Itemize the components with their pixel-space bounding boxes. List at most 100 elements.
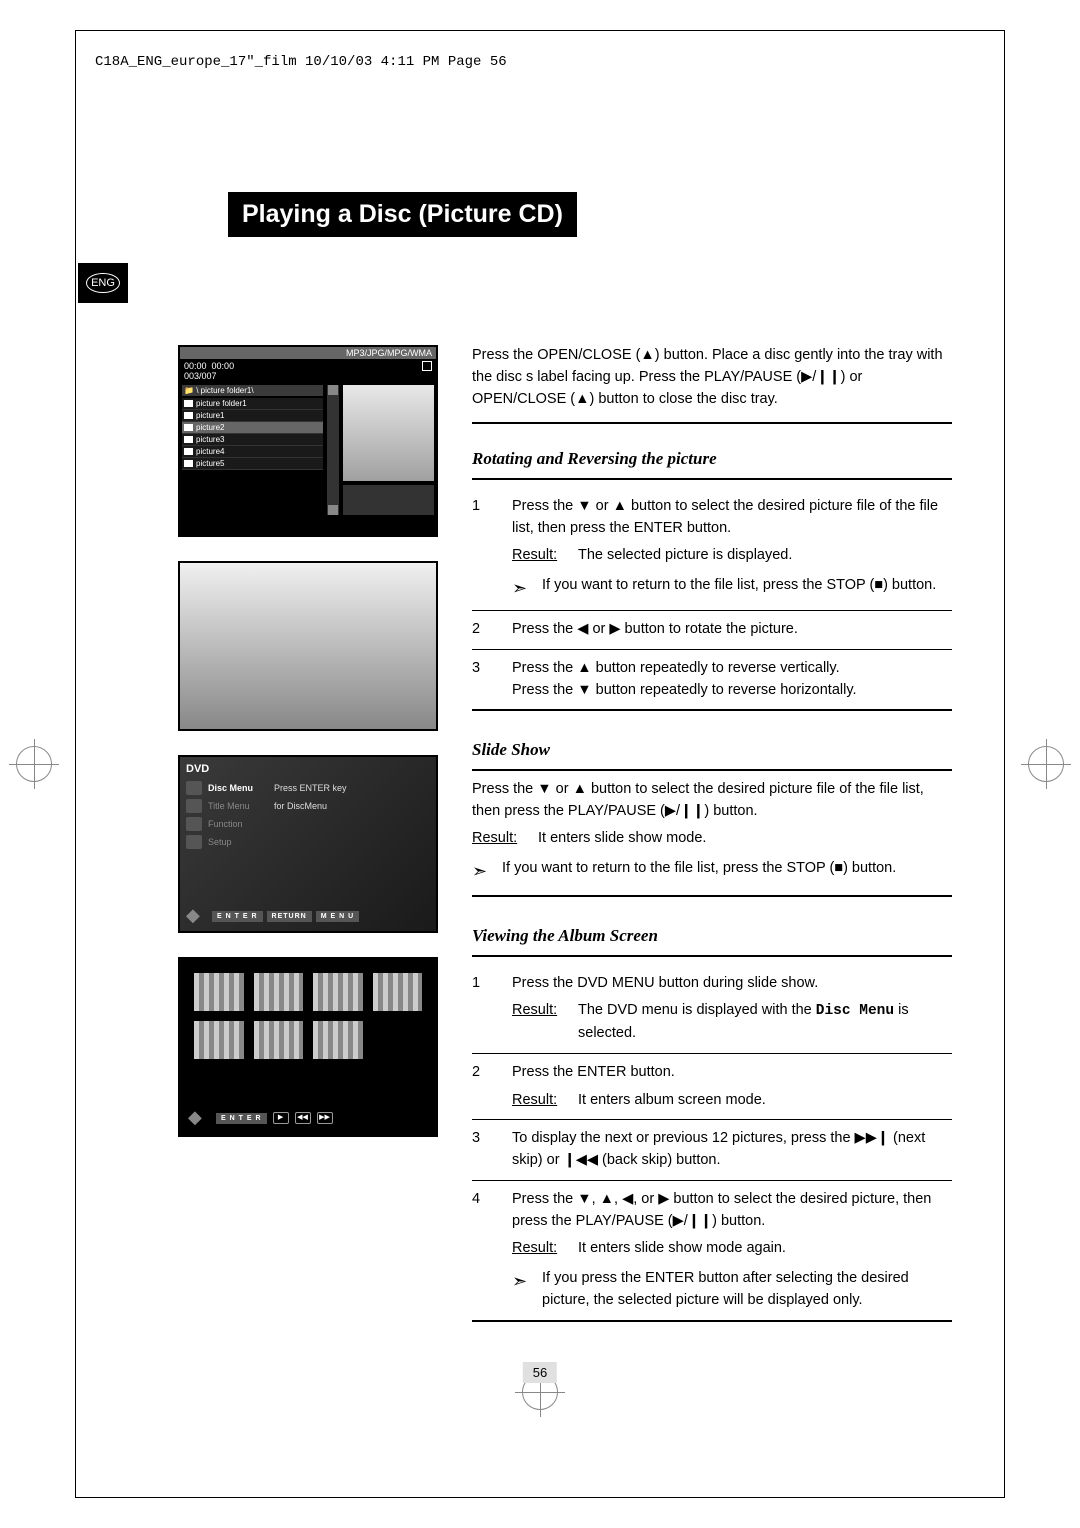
sc1-path: 📁 \ picture folder1\: [182, 385, 323, 396]
screenshot-album-grid: E N T E R ▶ ◀◀ ▶▶: [178, 957, 438, 1137]
note-text: If you want to return to the file list, …: [542, 575, 936, 597]
registration-mark-right: [1028, 746, 1064, 782]
screenshot-file-browser: MP3/JPG/MPG/WMA 00:00 00:00003/007 📁 \ p…: [178, 345, 438, 537]
note-text: If you press the ENTER button after sele…: [542, 1268, 952, 1312]
step-text: Press the ◀ or ▶ button to rotate the pi…: [512, 619, 952, 641]
result-text: It enters album screen mode.: [578, 1090, 766, 1112]
step-text: Press the ▼, ▲, ◀, or ▶ button to select…: [512, 1189, 952, 1233]
step-1: 1 Press the ▼ or ▲ button to select the …: [472, 488, 952, 611]
sc1-preview-bar: [343, 485, 434, 515]
enter-button-label: E N T E R: [216, 1113, 267, 1124]
step-number: 1: [472, 973, 490, 1045]
step-1: 1 Press the DVD MENU button during slide…: [472, 965, 952, 1054]
step-2: 2 Press the ◀ or ▶ button to rotate the …: [472, 611, 952, 650]
step-3: 3 Press the ▲ button repeatedly to rever…: [472, 650, 952, 712]
scroll-up-icon: [328, 385, 338, 395]
thumbnail-grid: [188, 967, 428, 1065]
screenshot-picture-display: [178, 561, 438, 731]
sc3-footer: E N T E R RETURN M E N U: [186, 905, 430, 927]
right-column: Press the OPEN/CLOSE (▲) button. Place a…: [472, 345, 952, 1348]
section-slideshow: Slide Show Press the ▼ or ▲ button to se…: [472, 737, 952, 897]
thumbnail: [254, 1021, 304, 1059]
section-title-slideshow: Slide Show: [472, 737, 952, 763]
thumbnail: [373, 973, 423, 1011]
step-number: 3: [472, 658, 490, 702]
result-text: It enters slide show mode again.: [578, 1238, 786, 1260]
result-label: Result:: [472, 828, 528, 850]
thumbnail: [194, 1021, 244, 1059]
return-button-label: RETURN: [267, 911, 312, 922]
nav-diamond-icon: [188, 1107, 210, 1129]
thumbnail: [313, 1021, 363, 1059]
left-column: MP3/JPG/MPG/WMA 00:00 00:00003/007 📁 \ p…: [178, 345, 438, 1161]
screenshot-dvd-menu: DVD Disc MenuPress ENTER keyTitle Menufo…: [178, 755, 438, 933]
stop-icon: [422, 361, 432, 371]
section-album: Viewing the Album Screen 1 Press the DVD…: [472, 923, 952, 1322]
step-number: 3: [472, 1128, 490, 1172]
sc1-file-list: picture folder1picture1picture2picture3p…: [182, 398, 323, 470]
next-skip-icon: ▶▶: [317, 1112, 333, 1124]
dvd-menu-row: Setup: [186, 833, 430, 851]
step-number: 2: [472, 619, 490, 641]
intro-paragraph: Press the OPEN/CLOSE (▲) button. Place a…: [472, 345, 952, 424]
dvd-menu-row: Disc MenuPress ENTER key: [186, 779, 430, 797]
file-list-item: picture folder1: [182, 398, 323, 410]
step-text: Press the ▼ or ▲ button to select the de…: [472, 779, 952, 823]
sc4-footer: E N T E R ▶ ◀◀ ▶▶: [188, 1107, 428, 1129]
result-label: Result:: [512, 545, 568, 567]
file-list-item: picture3: [182, 434, 323, 446]
step-2: 2 Press the ENTER button. Result: It ente…: [472, 1054, 952, 1121]
result-text: The selected picture is displayed.: [578, 545, 792, 567]
dvd-label: DVD: [186, 763, 430, 775]
play-icon: ▶: [273, 1112, 289, 1124]
file-list-item: picture5: [182, 458, 323, 470]
step-text: Press the ENTER button.: [512, 1062, 952, 1084]
section-title-rotating: Rotating and Reversing the picture: [472, 446, 952, 472]
registration-mark-left: [16, 746, 52, 782]
result-text: The DVD menu is displayed with the Disc …: [578, 1000, 952, 1045]
result-label: Result:: [512, 1090, 568, 1112]
step-3: 3 To display the next or previous 12 pic…: [472, 1120, 952, 1181]
sc1-format-header: MP3/JPG/MPG/WMA: [180, 347, 436, 359]
page-number: 56: [523, 1362, 557, 1383]
scroll-down-icon: [328, 505, 338, 515]
menu-button-label: M E N U: [316, 911, 359, 922]
result-text: It enters slide show mode.: [538, 828, 706, 850]
language-tab: ENG: [78, 263, 128, 303]
step-text: Press the ▼ button repeatedly to reverse…: [512, 680, 952, 702]
sc1-time-row: 00:00 00:00003/007: [180, 359, 436, 383]
nav-diamond-icon: [186, 905, 208, 927]
sc1-scrollbar: [327, 385, 339, 515]
sc1-preview: [343, 385, 434, 481]
section-rotating: Rotating and Reversing the picture 1 Pre…: [472, 446, 952, 711]
result-label: Result:: [512, 1238, 568, 1260]
page-title: Playing a Disc (Picture CD): [228, 192, 577, 237]
step-text: To display the next or previous 12 pictu…: [512, 1128, 952, 1172]
step-4: 4 Press the ▼, ▲, ◀, or ▶ button to sele…: [472, 1181, 952, 1322]
language-label: ENG: [86, 273, 120, 293]
result-label: Result:: [512, 1000, 568, 1045]
step-number: 1: [472, 496, 490, 602]
step-text: Press the ▲ button repeatedly to reverse…: [512, 658, 952, 680]
note-arrow-icon: ➣: [472, 858, 494, 885]
step-text: Press the ▼ or ▲ button to select the de…: [512, 496, 952, 540]
note-arrow-icon: ➣: [512, 1268, 534, 1295]
enter-button-label: E N T E R: [212, 911, 263, 922]
thumbnail: [194, 973, 244, 1011]
step-number: 2: [472, 1062, 490, 1112]
dvd-menu-row: Title Menufor DiscMenu: [186, 797, 430, 815]
file-header: C18A_ENG_europe_17"_film 10/10/03 4:11 P…: [95, 54, 507, 70]
dvd-menu-row: Function: [186, 815, 430, 833]
thumbnail-empty: [373, 1021, 423, 1059]
file-list-item: picture4: [182, 446, 323, 458]
thumbnail: [254, 973, 304, 1011]
note-text: If you want to return to the file list, …: [502, 858, 896, 880]
section-title-album: Viewing the Album Screen: [472, 923, 952, 949]
step-text: Press the DVD MENU button during slide s…: [512, 973, 952, 995]
file-list-item: picture1: [182, 410, 323, 422]
file-list-item: picture2: [182, 422, 323, 434]
thumbnail: [313, 973, 363, 1011]
step-number: 4: [472, 1189, 490, 1312]
note-arrow-icon: ➣: [512, 575, 534, 602]
back-skip-icon: ◀◀: [295, 1112, 311, 1124]
